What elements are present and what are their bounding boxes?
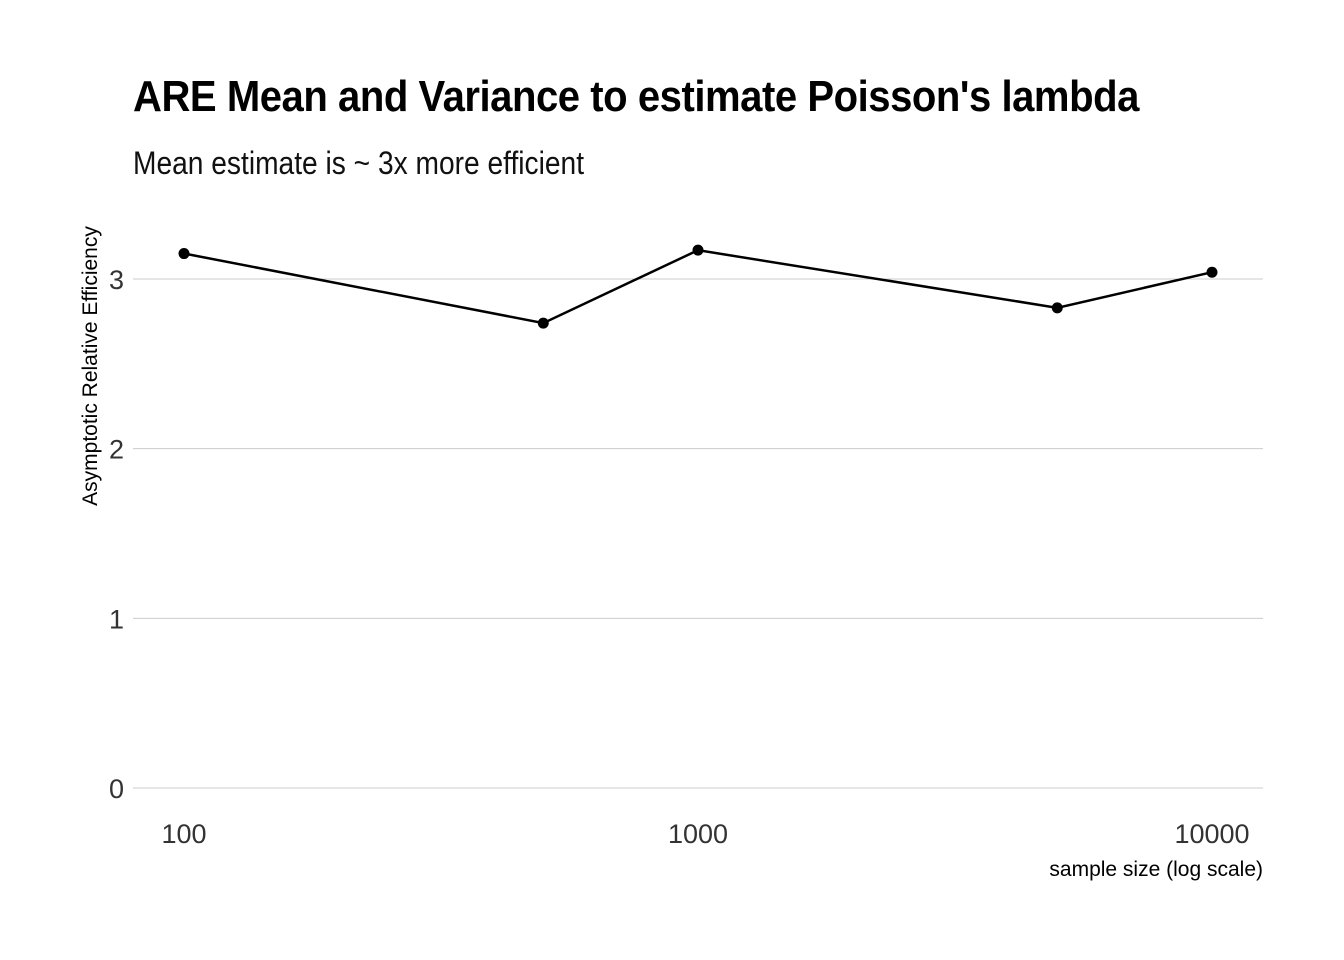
data-point [1206,266,1218,278]
x-tick-label: 100 [161,819,206,849]
y-axis-label: Asymptotic Relative Efficiency [79,226,102,506]
y-tick-label: 0 [109,774,124,804]
y-tick-labels: 0 1 2 3 [109,265,124,804]
x-tick-label: 1000 [668,819,728,849]
y-tick-label: 2 [109,435,124,465]
grid-layer [133,278,1263,789]
data-point [178,248,190,260]
x-tick-labels: 100 1000 10000 [161,819,1249,849]
chart-subtitle: Mean estimate is ~ 3x more efficient [133,145,585,181]
series-layer [178,244,1218,329]
y-tick-label: 3 [109,265,124,295]
data-point [1051,302,1063,314]
x-axis-label: sample size (log scale) [1049,858,1263,881]
y-tick-label: 1 [109,604,124,634]
data-point [537,317,549,329]
x-tick-label: 10000 [1174,819,1249,849]
chart-title: ARE Mean and Variance to estimate Poisso… [133,72,1139,121]
data-point [692,244,704,256]
